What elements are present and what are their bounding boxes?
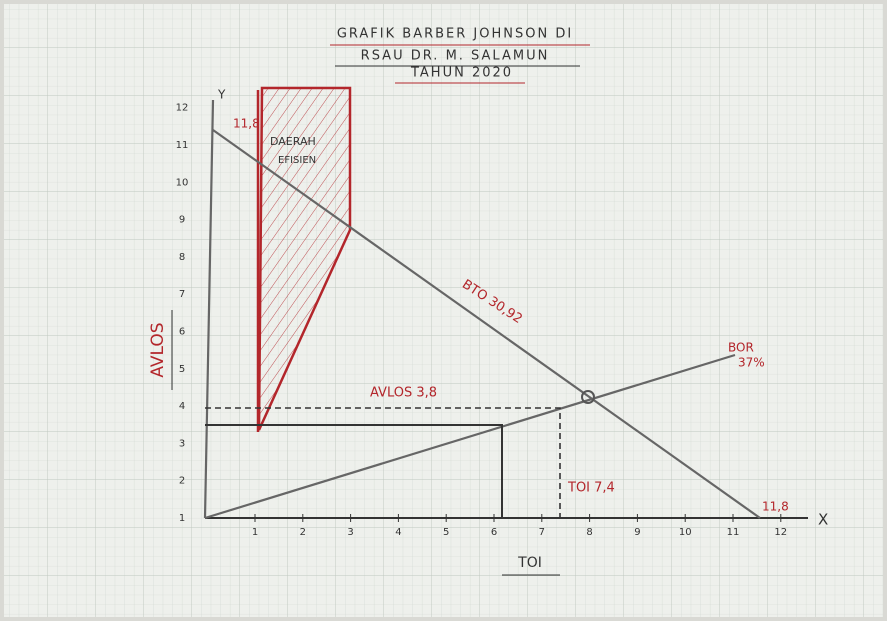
y-letter: Y — [217, 88, 226, 102]
y-tick-label: 2 — [179, 476, 185, 487]
bor-label: BOR — [728, 341, 754, 355]
x-tick-label: 5 — [443, 527, 449, 538]
y-tick-label: 6 — [179, 327, 185, 338]
y-tick-label: 11 — [176, 140, 189, 151]
region-label: DAERAH — [270, 135, 316, 148]
x-tick-label: 9 — [634, 527, 640, 538]
y-tick-label: 3 — [179, 438, 185, 449]
bor-label: 37% — [738, 356, 765, 370]
x-tick-label: 11 — [727, 527, 740, 538]
x-tick-label: 8 — [586, 527, 592, 538]
avlos-label: AVLOS 3,8 — [370, 386, 437, 401]
toi-label: TOI 7,4 — [567, 481, 615, 496]
x-tick-label: 6 — [491, 527, 497, 538]
y-tick-label: 10 — [176, 177, 189, 188]
y-tick-label: 12 — [176, 103, 189, 114]
title-line: TAHUN 2020 — [410, 66, 513, 81]
y-intercept: 11,8 — [233, 117, 260, 131]
x-tick-label: 12 — [774, 527, 787, 538]
x-tick-label: 1 — [252, 527, 258, 538]
y-tick-label: 9 — [179, 215, 185, 226]
x-letter: X — [818, 511, 828, 529]
x-tick-label: 3 — [347, 527, 353, 538]
y-title: AVLOS — [148, 322, 168, 377]
y-tick-label: 7 — [179, 289, 185, 300]
x-tick-label: 2 — [300, 527, 306, 538]
page: {"title": ["GRAFIK BARBER JOHNSON DI", "… — [0, 0, 887, 621]
y-tick-label: 1 — [179, 513, 185, 524]
grid-coarse — [4, 4, 883, 617]
x-tick-label: 7 — [539, 527, 545, 538]
x-tick-label: 4 — [395, 527, 401, 538]
title-line: RSAU DR. M. SALAMUN — [361, 49, 550, 64]
x-tick-label: 10 — [679, 527, 692, 538]
x-intercept: 11,8 — [762, 500, 789, 514]
y-tick-label: 4 — [179, 401, 185, 412]
x-title: TOI — [517, 555, 542, 571]
region-label: EFISIEN — [278, 155, 316, 166]
y-tick-label: 5 — [179, 364, 185, 375]
drawing: GRAFIK BARBER JOHNSON DI RSAU DR. M. SAL… — [0, 0, 887, 621]
title-line: GRAFIK BARBER JOHNSON DI — [337, 27, 573, 42]
y-tick-label: 8 — [179, 252, 185, 263]
